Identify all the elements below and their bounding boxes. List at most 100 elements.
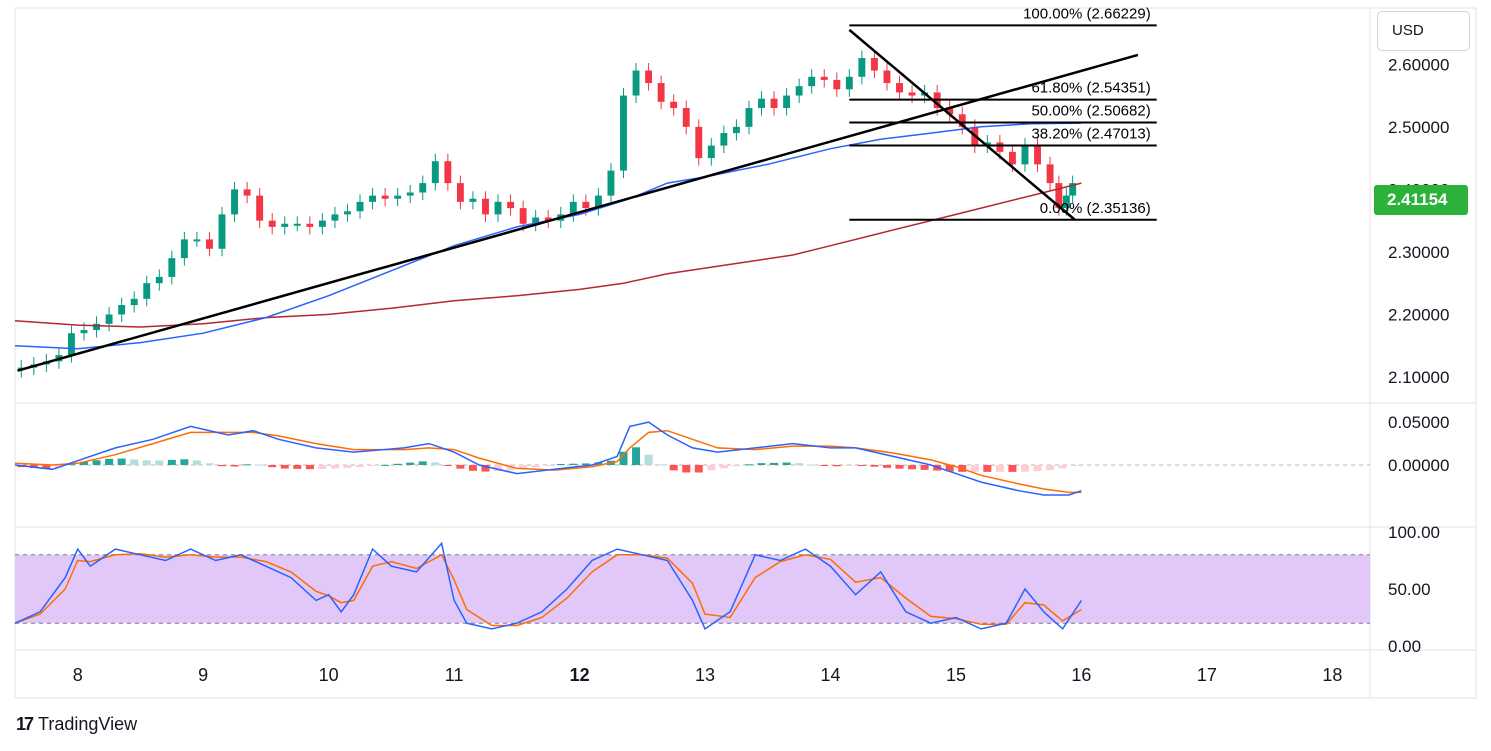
macd-histogram-bar [1058, 465, 1067, 469]
macd-histogram-bar [857, 465, 866, 466]
macd-histogram-bar [581, 463, 590, 465]
macd-histogram-bar [682, 465, 691, 473]
candle-body [707, 145, 715, 159]
candle-body [168, 258, 176, 277]
candle-body [318, 220, 326, 227]
x-tick-label: 13 [695, 665, 715, 685]
candle-body [770, 98, 778, 109]
candle-body [1008, 151, 1016, 165]
macd-histogram-bar [757, 463, 766, 465]
rsi-band [15, 554, 1370, 624]
macd-histogram-bar [556, 464, 565, 465]
macd-histogram-bar [54, 465, 63, 468]
candle-body [394, 195, 402, 199]
candle-body [808, 76, 816, 87]
candle-body [105, 314, 113, 324]
macd-histogram-bar [456, 465, 465, 469]
rsi-line [14, 541, 1083, 631]
candle-body [1055, 183, 1063, 209]
candle-body [620, 95, 627, 171]
macd-histogram-bar [744, 464, 753, 466]
macd-histogram-bar [945, 465, 954, 472]
macd-histogram-bar [694, 465, 703, 473]
macd-histogram-bar [67, 464, 76, 466]
candle-body [657, 83, 665, 102]
candle-body [494, 201, 502, 215]
macd-histogram-bar [418, 461, 427, 465]
macd-histogram-bar [293, 465, 302, 469]
x-axis[interactable]: 8 9 10 11 12 13 14 15 16 17 18 [73, 665, 1343, 685]
y-tick-label: 2.50000 [1388, 118, 1449, 137]
macd-histogram-bar [820, 465, 829, 466]
macd-histogram-bar [983, 465, 992, 472]
macd-histogram-bar [368, 465, 377, 466]
y-tick-label: 50.00 [1388, 580, 1431, 599]
candle-body [820, 76, 828, 80]
candle-body [431, 161, 439, 184]
candle-body [908, 92, 916, 96]
macd-histogram-bar [995, 465, 1004, 472]
macd-histogram-bar [870, 465, 879, 467]
candle-body [544, 217, 552, 221]
candle-body [795, 86, 803, 96]
tradingview-logo-text: TradingView [38, 713, 138, 734]
candle-body [406, 192, 414, 196]
macd-histogram-bar [305, 465, 314, 470]
macd-histogram-bar [481, 465, 490, 472]
candle-body [419, 183, 427, 193]
macd-histogram-bar [155, 460, 164, 465]
tradingview-logo[interactable]: 17 TradingView [16, 713, 137, 735]
macd-histogram-bar [167, 459, 176, 465]
macd-histogram-bar [882, 465, 891, 468]
macd-histogram-bar [782, 462, 791, 465]
currency-selector[interactable]: USD [1377, 11, 1470, 51]
candle-body [845, 76, 853, 90]
candle-body [369, 195, 377, 202]
x-tick-label: 9 [198, 665, 208, 685]
macd-histogram-bar [468, 465, 477, 471]
candle-body [93, 323, 101, 331]
candle-body [745, 108, 753, 127]
macd-histogram-bar [431, 462, 440, 465]
x-tick-label: 11 [445, 665, 464, 685]
ma-fast-line [14, 122, 1082, 350]
candle-body [130, 298, 138, 306]
macd-histogram-bar [268, 465, 277, 468]
x-tick-label: 18 [1322, 665, 1342, 685]
macd-histogram-bar [230, 465, 239, 467]
macd-histogram-bar [1020, 465, 1029, 472]
macd-histogram-bar [192, 460, 201, 465]
macd-histogram-bar [1008, 465, 1017, 472]
candle-body [281, 223, 289, 227]
macd-histogram-bar [506, 465, 515, 471]
macd-histogram-bar [280, 465, 289, 469]
candle-body [1062, 195, 1070, 209]
macd-histogram-bar [657, 464, 666, 466]
macd-histogram-bar [707, 465, 716, 471]
candle-body [268, 220, 276, 227]
y-tick-label: 100.00 [1388, 523, 1440, 542]
candle-body [256, 195, 264, 221]
currency-label: USD [1392, 22, 1424, 39]
macd-histogram-bar [644, 454, 653, 465]
macd-histogram-bar [130, 459, 139, 465]
macd-histogram-bar [243, 464, 252, 466]
y-axis[interactable]: 2.600002.500002.400002.300002.200002.100… [1388, 55, 1449, 656]
macd-histogram-bar [180, 459, 189, 465]
x-tick-label: 12 [570, 665, 590, 685]
rsi-signal-line [14, 552, 1082, 627]
moving-averages [14, 122, 1082, 350]
macd-histogram-bar [330, 465, 339, 469]
candle-body [331, 214, 339, 221]
macd-histogram-bar [218, 465, 227, 467]
macd-histogram-bar [356, 465, 365, 468]
candle-body [231, 189, 239, 215]
macd-histogram-bar [92, 460, 101, 465]
candle-body [80, 330, 88, 334]
fibonacci-retracement[interactable]: 100.00% (2.66229) 61.80% (2.54351) 50.00% … [849, 5, 1157, 221]
macd-histogram-bar [719, 465, 728, 469]
macd-histogram-bar [807, 464, 816, 466]
trendlines[interactable] [17, 28, 1139, 372]
y-tick-label: 0.00000 [1388, 456, 1449, 475]
